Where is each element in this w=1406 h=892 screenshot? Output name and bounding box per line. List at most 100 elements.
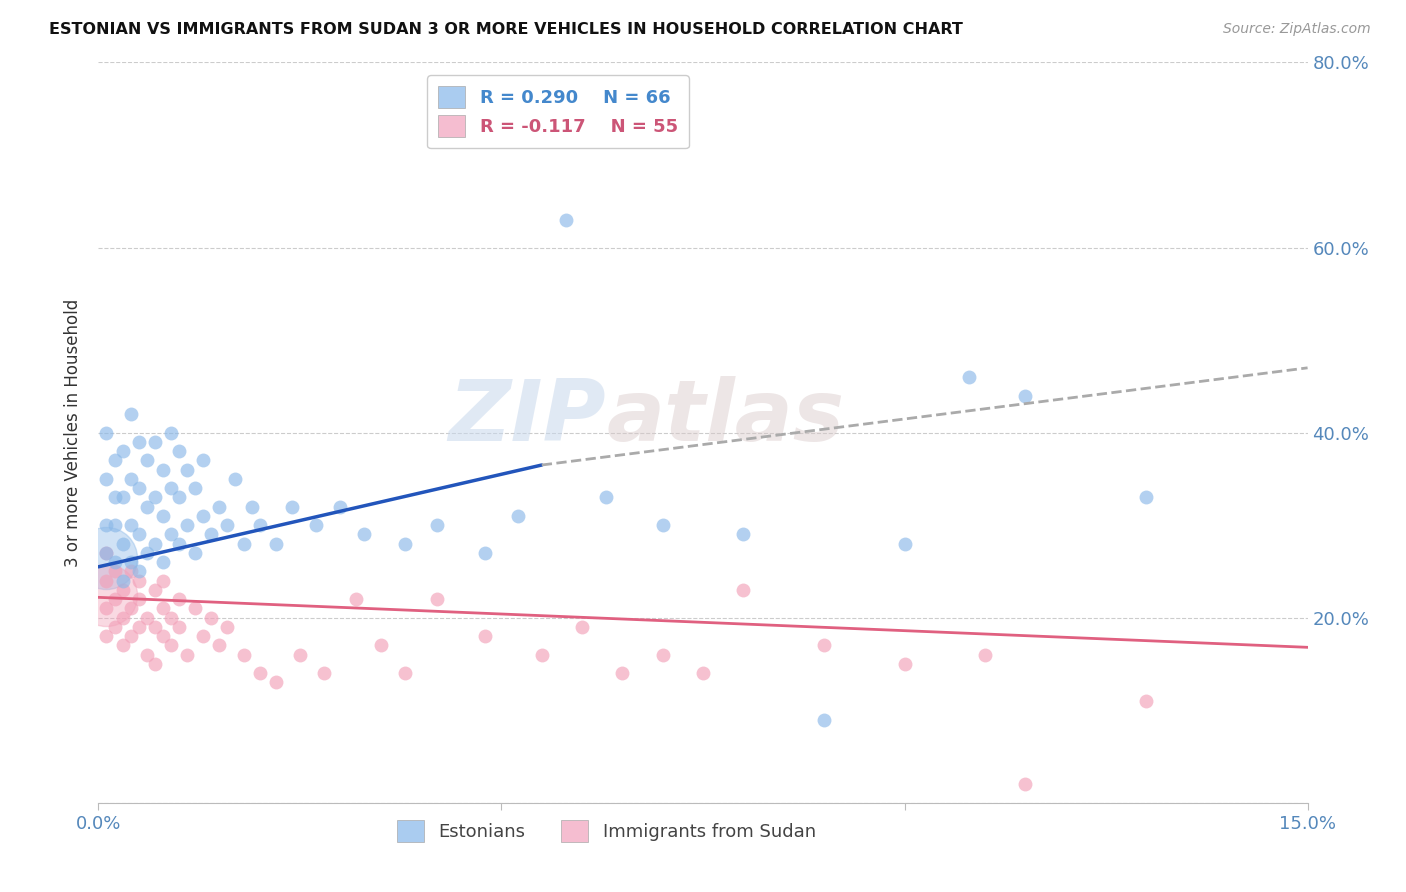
Point	[893, 536, 915, 550]
Point	[120, 472, 142, 486]
Point	[1014, 388, 1036, 402]
Point	[167, 620, 190, 634]
Point	[128, 574, 150, 588]
Point	[893, 657, 915, 671]
Point	[208, 639, 231, 653]
Point	[1135, 694, 1157, 708]
Point	[344, 592, 367, 607]
Point	[160, 425, 183, 440]
Point	[103, 620, 125, 634]
Point	[152, 508, 174, 523]
Point	[111, 582, 134, 597]
Point	[305, 518, 328, 533]
Point	[370, 639, 392, 653]
Point	[167, 491, 190, 505]
Point	[612, 666, 634, 681]
Point	[184, 546, 207, 560]
Text: ESTONIAN VS IMMIGRANTS FROM SUDAN 3 OR MORE VEHICLES IN HOUSEHOLD CORRELATION CH: ESTONIAN VS IMMIGRANTS FROM SUDAN 3 OR M…	[49, 22, 963, 37]
Point	[96, 629, 118, 643]
Point	[1014, 777, 1036, 791]
Point	[120, 518, 142, 533]
Point	[249, 666, 271, 681]
Point	[160, 610, 183, 624]
Point	[651, 648, 673, 662]
Point	[152, 555, 174, 569]
Point	[120, 629, 142, 643]
Point	[128, 527, 150, 541]
Point	[103, 453, 125, 467]
Point	[111, 444, 134, 458]
Point	[128, 565, 150, 579]
Point	[957, 370, 980, 384]
Point	[329, 500, 352, 514]
Point	[103, 491, 125, 505]
Point	[733, 582, 755, 597]
Point	[96, 546, 118, 560]
Point	[143, 536, 166, 550]
Point	[232, 648, 254, 662]
Legend: Estonians, Immigrants from Sudan: Estonians, Immigrants from Sudan	[389, 813, 823, 849]
Point	[160, 527, 183, 541]
Point	[651, 518, 673, 533]
Point	[143, 582, 166, 597]
Point	[555, 212, 578, 227]
Point	[120, 555, 142, 569]
Point	[135, 453, 157, 467]
Point	[264, 536, 287, 550]
Point	[103, 592, 125, 607]
Point	[232, 536, 254, 550]
Point	[135, 610, 157, 624]
Point	[96, 518, 118, 533]
Point	[120, 565, 142, 579]
Point	[176, 648, 198, 662]
Point	[96, 550, 118, 565]
Point	[571, 620, 593, 634]
Point	[111, 639, 134, 653]
Point	[128, 434, 150, 449]
Point	[152, 574, 174, 588]
Point	[249, 518, 271, 533]
Point	[143, 620, 166, 634]
Point	[394, 536, 416, 550]
Point	[143, 434, 166, 449]
Point	[184, 481, 207, 495]
Point	[733, 527, 755, 541]
Point	[103, 555, 125, 569]
Point	[96, 574, 118, 588]
Point	[314, 666, 336, 681]
Point	[426, 518, 449, 533]
Text: ZIP: ZIP	[449, 376, 606, 459]
Point	[103, 518, 125, 533]
Point	[184, 601, 207, 615]
Point	[240, 500, 263, 514]
Point	[120, 407, 142, 421]
Point	[224, 472, 246, 486]
Point	[111, 491, 134, 505]
Point	[264, 675, 287, 690]
Point	[160, 481, 183, 495]
Point	[128, 620, 150, 634]
Point	[167, 536, 190, 550]
Point	[200, 610, 222, 624]
Point	[217, 518, 239, 533]
Text: atlas: atlas	[606, 376, 845, 459]
Point	[200, 527, 222, 541]
Point	[167, 592, 190, 607]
Point	[1135, 491, 1157, 505]
Point	[96, 546, 118, 560]
Point	[143, 657, 166, 671]
Point	[96, 601, 118, 615]
Point	[96, 588, 118, 602]
Point	[813, 713, 835, 727]
Point	[167, 444, 190, 458]
Point	[96, 472, 118, 486]
Point	[394, 666, 416, 681]
Point	[208, 500, 231, 514]
Point	[506, 508, 529, 523]
Point	[176, 462, 198, 476]
Point	[193, 453, 215, 467]
Point	[474, 629, 496, 643]
Point	[128, 481, 150, 495]
Y-axis label: 3 or more Vehicles in Household: 3 or more Vehicles in Household	[65, 299, 83, 566]
Point	[692, 666, 714, 681]
